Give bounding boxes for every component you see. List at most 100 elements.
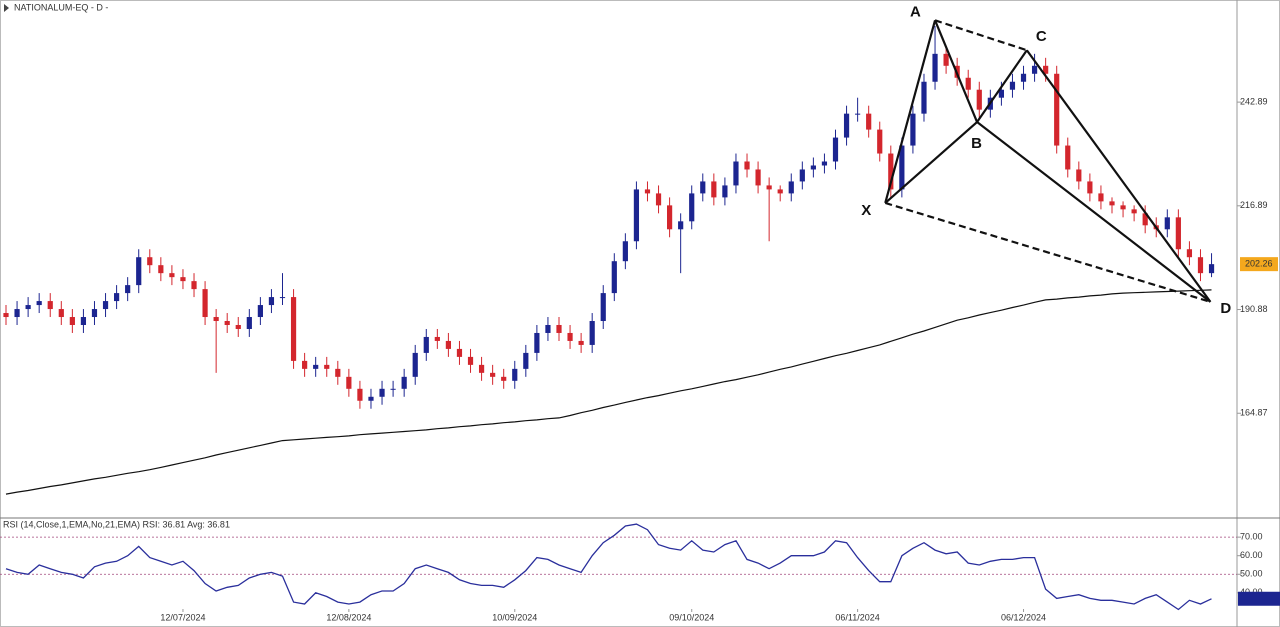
rsi-value-box [1238, 591, 1280, 606]
candle-body [1020, 73, 1027, 82]
candle-body [257, 305, 263, 318]
candle-body [47, 301, 53, 310]
candle-body [114, 293, 120, 302]
candle-body [147, 257, 153, 266]
rsi-line [5, 523, 1212, 611]
candle-body [368, 396, 374, 401]
candle-body [379, 388, 385, 397]
candle-body [777, 189, 783, 194]
candle-body [1043, 65, 1049, 74]
y-tick-label: 216.89 [1240, 200, 1268, 210]
pattern-line [1025, 49, 1212, 303]
candle-body [578, 340, 584, 345]
candle-body [213, 317, 219, 322]
candle-body [246, 317, 252, 329]
pattern-label: X [861, 202, 871, 219]
candle-body [711, 181, 717, 198]
candle-body [633, 189, 640, 242]
candle-body [346, 376, 352, 389]
candle-body [324, 364, 330, 369]
candle-body [689, 193, 695, 222]
candle-body [644, 189, 651, 194]
candle-body [1031, 65, 1038, 74]
candle-body [434, 336, 440, 341]
y-tick-label: 60.00 [1240, 550, 1263, 560]
x-tick-label: 09/10/2024 [669, 612, 714, 622]
candle-body [224, 321, 230, 325]
candle-body [1098, 193, 1104, 202]
candle-body [1142, 213, 1148, 226]
candle-body [655, 193, 662, 206]
candle-body [191, 281, 197, 290]
candle-body [268, 297, 275, 306]
pattern-label: A [910, 3, 921, 20]
candle-body [545, 324, 551, 333]
candle-body [722, 185, 728, 198]
candle-body [866, 113, 872, 130]
candle-body [313, 364, 319, 369]
chart-title: NATIONALUM-EQ - D - [14, 2, 108, 12]
candle-body [501, 376, 507, 381]
candle-body [910, 113, 916, 146]
candle-body [755, 169, 761, 186]
candle-body [125, 285, 131, 294]
candle-body [14, 309, 20, 318]
candle-body [877, 129, 883, 154]
candle-body [567, 332, 573, 341]
x-tick-label: 12/08/2024 [326, 612, 371, 622]
candle-body [478, 364, 485, 373]
moving-average-line [5, 289, 1212, 495]
candle-body [1065, 145, 1071, 170]
candle-body [412, 352, 418, 377]
candle-body [456, 348, 463, 357]
candle-body [799, 169, 805, 182]
candle-body [821, 161, 828, 166]
candle-body [390, 388, 396, 390]
candle-body [25, 305, 31, 310]
candle-body [965, 77, 971, 90]
candle-body [91, 309, 98, 318]
pattern-dashed-line [884, 201, 1211, 303]
candle-body [490, 372, 496, 377]
candle-body [3, 313, 9, 318]
candle-body [589, 321, 595, 345]
candle-body [667, 205, 673, 230]
candle-body [158, 265, 164, 274]
candle-body [235, 324, 241, 329]
candle-body [1009, 81, 1016, 90]
candle-body [888, 153, 894, 190]
candle-body [622, 241, 628, 262]
candle-body [36, 301, 42, 306]
candle-body [136, 257, 142, 286]
last-price-label: 202.26 [1245, 259, 1273, 269]
x-tick-label: 06/12/2024 [1001, 612, 1046, 622]
y-tick-label: 242.89 [1240, 96, 1268, 106]
candle-body [69, 317, 75, 325]
candle-body [467, 356, 474, 365]
candle-body [290, 297, 297, 361]
y-tick-label: 70.00 [1240, 532, 1263, 542]
pattern-label: C [1036, 28, 1047, 45]
candle-body [1076, 169, 1082, 182]
pattern-label: B [971, 135, 982, 152]
pattern-line [934, 19, 979, 123]
candle-body [832, 137, 839, 162]
symbol-icon [4, 4, 9, 12]
candle-body [202, 289, 208, 318]
pattern-label: D [1220, 300, 1231, 317]
y-tick-label: 50.00 [1240, 569, 1263, 579]
candle-body [1087, 181, 1093, 194]
plot: 164.87 190.88 216.89 242.89 202.26 X A B C D 70.00… [0, 3, 1280, 622]
candle-body [700, 181, 706, 194]
pattern-line [976, 121, 1212, 303]
candle-body [788, 181, 794, 194]
candle-body [1197, 257, 1204, 274]
candle-body [733, 161, 739, 186]
candle-body [600, 293, 606, 322]
pattern-line [976, 49, 1028, 123]
candle-body [1109, 201, 1115, 206]
candle-body [744, 161, 750, 170]
candle-body [1131, 209, 1137, 214]
